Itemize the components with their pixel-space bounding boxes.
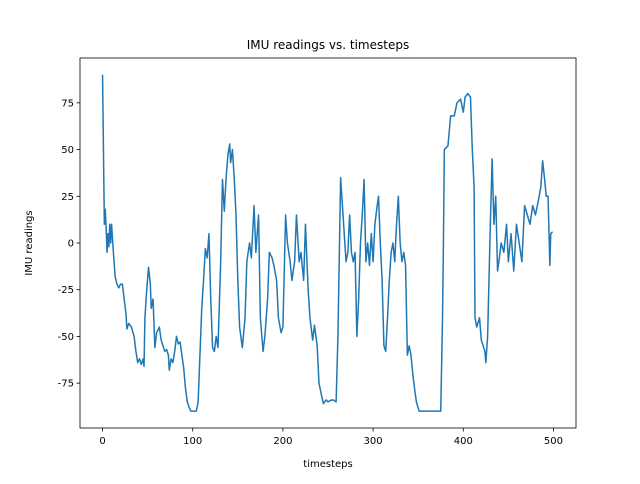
x-tick-label: 500 — [544, 436, 563, 447]
x-tick-label: 0 — [99, 436, 105, 447]
x-tick-label: 100 — [183, 436, 202, 447]
x-tick-label: 300 — [364, 436, 383, 447]
y-tick-label: 75 — [61, 98, 74, 109]
x-tick-label: 400 — [454, 436, 473, 447]
x-axis-label: timesteps — [303, 459, 352, 470]
y-tick-label: -75 — [58, 379, 74, 390]
y-axis-label: IMU readings — [24, 210, 35, 275]
chart-title: IMU readings vs. timesteps — [247, 38, 409, 52]
y-tick-label: 50 — [61, 145, 74, 156]
y-tick-label: 0 — [68, 239, 74, 250]
data-line — [101, 74, 554, 412]
y-tick-label: -50 — [58, 332, 74, 343]
y-tick-label: 25 — [61, 192, 74, 203]
y-tick-label: -25 — [58, 285, 74, 296]
x-tick-label: 200 — [273, 436, 292, 447]
